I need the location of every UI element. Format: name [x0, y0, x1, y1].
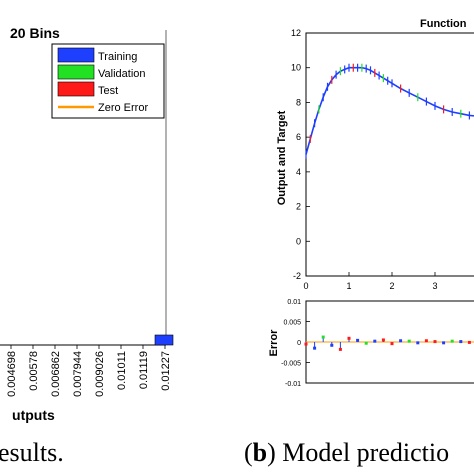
- legend-swatch-test: [57, 81, 95, 97]
- function-y-tick-label: 2: [296, 202, 301, 212]
- error-point: [304, 342, 308, 346]
- error-y-label: Error: [268, 329, 280, 357]
- histogram-tick-label: 0.007944: [72, 351, 84, 397]
- function-x-ticks: 0 1 2 3: [303, 272, 438, 291]
- error-point: [338, 347, 342, 351]
- legend-label-validation: Validation: [98, 68, 146, 80]
- error-y-tick-label: 0.005: [283, 320, 301, 327]
- function-y-tick-label: 12: [291, 28, 301, 38]
- error-point: [442, 341, 446, 345]
- legend-swatch-training: [57, 47, 95, 63]
- caption-right: (b) Model predictio: [244, 438, 450, 467]
- function-x-tick-label: 0: [303, 281, 308, 291]
- caption-right-text: ) Model predictio: [267, 438, 450, 467]
- error-point: [364, 341, 368, 345]
- error-point: [433, 340, 437, 344]
- error-y-tick-label: -0.005: [281, 361, 301, 368]
- error-y-tick-label: 0: [297, 340, 301, 347]
- histogram-tick-label: 0.00578: [28, 351, 40, 391]
- error-y-ticks: 0.01 0.005 0 -0.005 -0.01: [281, 299, 474, 388]
- histogram-x-ticks: 0.004698 0.00578 0.006862 0.007944 0.009026 0…: [6, 345, 172, 397]
- legend-swatch-validation: [57, 64, 95, 80]
- caption-left: esults.: [0, 438, 64, 468]
- histogram-bars: [154, 334, 174, 346]
- function-x-tick-label: 3: [432, 281, 437, 291]
- error-point: [373, 339, 377, 343]
- histogram-tick-label: 0.006862: [50, 351, 62, 397]
- error-y-tick-label: -0.01: [285, 381, 301, 388]
- legend-label-zero-error: Zero Error: [98, 102, 148, 114]
- function-y-label: Output and Target: [276, 110, 288, 205]
- error-series: [304, 335, 471, 351]
- function-plot-frame: [305, 32, 474, 277]
- function-y-tick-label: 0: [296, 236, 301, 246]
- histogram-tick-label: 0.01011: [116, 351, 128, 390]
- error-point: [467, 340, 471, 344]
- error-point: [330, 343, 334, 347]
- caption-right-letter: b: [252, 438, 268, 467]
- function-y-tick-label: 6: [296, 132, 301, 142]
- error-point: [399, 339, 403, 343]
- histogram-bar: [154, 334, 174, 346]
- function-y-tick-label: 10: [291, 63, 301, 73]
- error-point: [424, 339, 428, 343]
- error-point: [347, 336, 351, 340]
- error-y-tick-label: 0.01: [287, 299, 301, 306]
- function-target-markers: [305, 63, 470, 159]
- function-x-tick-label: 2: [389, 281, 394, 291]
- function-x-tick-label: 1: [346, 281, 351, 291]
- histogram-x-label: utputs: [12, 407, 55, 423]
- function-y-tick-label: 8: [296, 97, 301, 107]
- error-point: [321, 335, 325, 339]
- error-point: [416, 341, 420, 345]
- function-y-ticks: 12 10 8 6 4 2 0 -2: [291, 28, 310, 281]
- histogram-tick-label: 0.009026: [94, 351, 106, 397]
- error-point: [390, 342, 394, 346]
- histogram-tick-label: 0.01227: [160, 351, 172, 391]
- error-point: [356, 338, 360, 342]
- histogram-tick-label: 0.004698: [6, 351, 18, 397]
- error-panel: 0.01 0.005 0 -0.005 -0.01 Error: [268, 299, 474, 388]
- error-point: [450, 339, 454, 343]
- caption-left-text: esults.: [0, 438, 64, 467]
- error-point: [459, 340, 463, 344]
- error-point: [381, 338, 385, 342]
- histogram-tick-label: 0.01119: [138, 351, 150, 389]
- histogram-panel: 20 Bins Training Validation Test Zero Er…: [0, 25, 174, 423]
- function-title: Function: [420, 18, 467, 30]
- function-y-tick-label: -2: [293, 271, 301, 281]
- error-point: [407, 339, 411, 343]
- error-point: [313, 346, 317, 350]
- function-y-tick-label: 4: [296, 167, 301, 177]
- legend-label-test: Test: [98, 85, 118, 97]
- histogram-title: 20 Bins: [10, 25, 60, 41]
- legend-label-training: Training: [98, 51, 137, 63]
